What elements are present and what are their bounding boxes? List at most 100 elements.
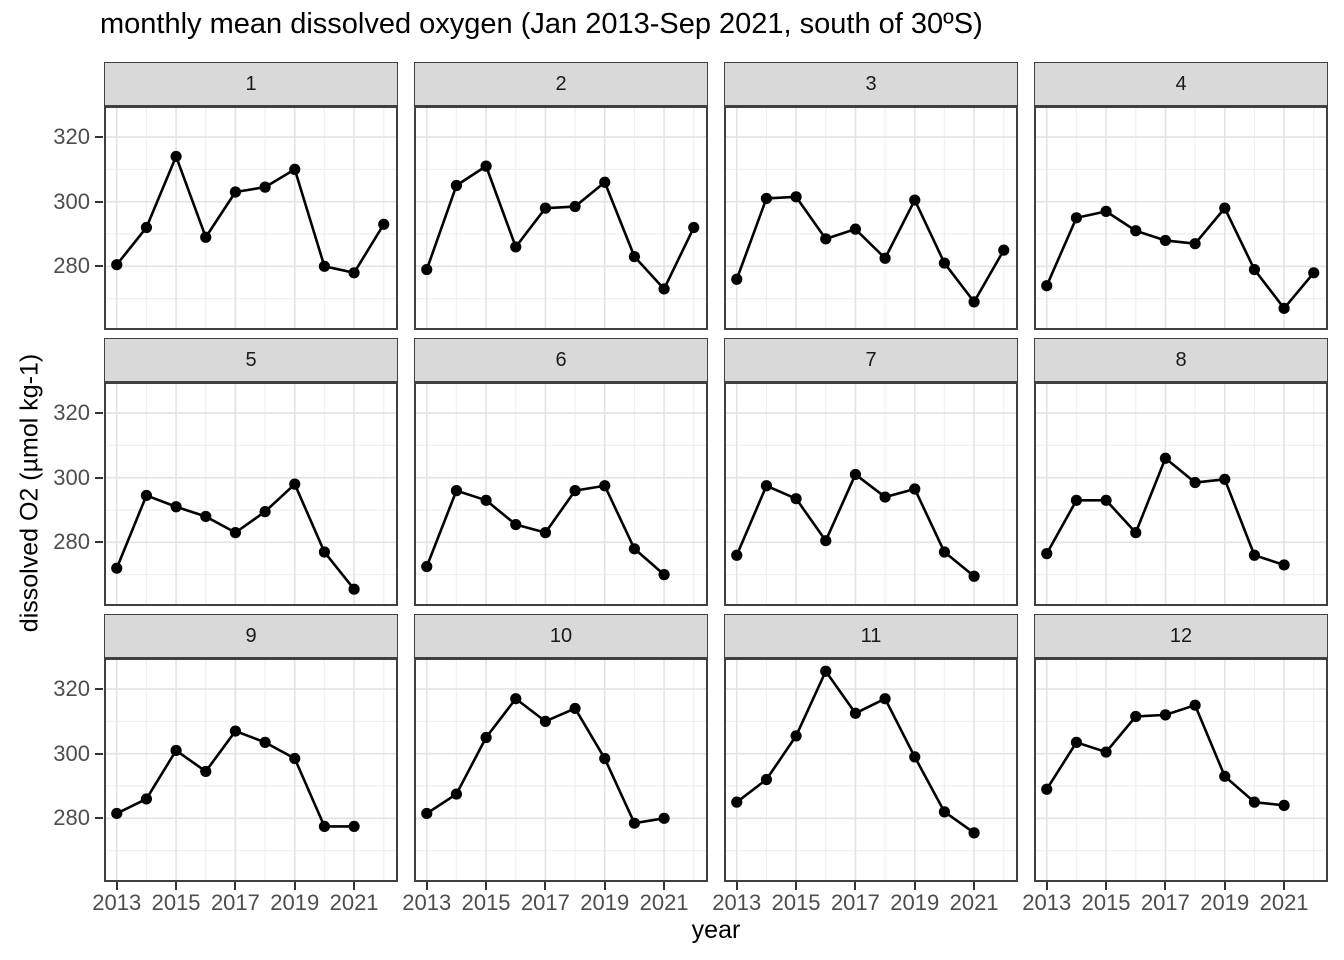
- y-axis-tick: [95, 817, 103, 820]
- data-point: [909, 483, 921, 495]
- data-point: [200, 765, 212, 778]
- data-point: [289, 478, 301, 490]
- x-axis-tick: [234, 882, 237, 890]
- x-axis-tick: [1283, 882, 1286, 890]
- panel-border: [414, 106, 708, 330]
- facet-panel: [724, 106, 1018, 330]
- data-point: [1248, 796, 1261, 808]
- data-point: [909, 194, 921, 206]
- facet-strip: 9: [104, 614, 398, 658]
- facet-strip-label: 6: [555, 348, 567, 371]
- y-tick-label: 280: [53, 253, 90, 279]
- data-point: [1130, 225, 1142, 237]
- y-tick-label: 320: [53, 124, 90, 150]
- panel-border: [414, 382, 708, 606]
- data-point: [259, 181, 271, 193]
- data-point: [170, 150, 182, 163]
- panel-border: [104, 658, 398, 882]
- data-point: [318, 820, 331, 833]
- data-point: [968, 570, 980, 582]
- data-point: [421, 263, 433, 276]
- x-axis-tick: [1105, 882, 1108, 890]
- facet-panel: [414, 106, 708, 330]
- data-point: [569, 200, 581, 213]
- data-point: [1041, 548, 1053, 560]
- panel-border: [414, 658, 708, 882]
- facet-strip: 10: [414, 614, 708, 658]
- data-point: [1248, 549, 1261, 561]
- x-axis-tick: [973, 882, 976, 890]
- facet-strip-label: 11: [860, 624, 882, 647]
- data-point: [760, 192, 773, 205]
- facet-strip: 3: [724, 62, 1018, 106]
- data-point: [1189, 476, 1201, 489]
- facet-strip: 2: [414, 62, 708, 106]
- data-point: [879, 491, 891, 503]
- x-axis-tick: [854, 882, 857, 890]
- data-point: [760, 480, 773, 492]
- data-point: [539, 202, 552, 214]
- x-tick-label: 2019: [890, 890, 940, 915]
- chart-title: monthly mean dissolved oxygen (Jan 2013-…: [100, 8, 983, 40]
- data-line: [115, 155, 386, 275]
- facet-strip-label: 9: [245, 624, 257, 647]
- data-point: [790, 191, 802, 203]
- data-point: [569, 485, 581, 497]
- facet-strip-label: 8: [1175, 348, 1187, 371]
- x-axis-tick: [663, 882, 666, 890]
- y-axis-tick: [95, 476, 103, 479]
- data-line: [1045, 206, 1316, 310]
- y-axis-tick: [95, 688, 103, 691]
- data-point: [378, 218, 390, 230]
- facet-strip-label: 7: [865, 348, 877, 371]
- x-tick-label: 2019: [270, 890, 320, 915]
- data-point: [229, 725, 242, 737]
- data-point: [200, 510, 212, 523]
- data-point: [688, 221, 700, 234]
- data-point: [1278, 302, 1290, 314]
- facet-panel: [414, 382, 708, 606]
- x-tick-label: 2021: [639, 890, 689, 915]
- x-tick-label: 2013: [1022, 890, 1072, 915]
- data-point: [879, 252, 891, 264]
- facet-strip-label: 10: [549, 624, 573, 647]
- data-point: [259, 736, 271, 748]
- y-axis-tick: [95, 200, 103, 203]
- data-line: [735, 195, 1006, 304]
- x-tick-label: 2019: [580, 890, 630, 915]
- facet-panel: [1034, 106, 1328, 330]
- data-point: [1041, 280, 1053, 292]
- data-point: [790, 730, 802, 742]
- x-axis-tick: [735, 882, 738, 890]
- data-point: [140, 221, 153, 234]
- panel-border: [1034, 382, 1328, 606]
- facet-strip: 7: [724, 338, 1018, 382]
- panel-border: [724, 658, 1018, 882]
- data-point: [1070, 212, 1083, 224]
- data-point: [1070, 736, 1083, 748]
- x-tick-label: 2017: [520, 890, 570, 915]
- data-point: [760, 773, 773, 786]
- x-axis-tick: [353, 882, 356, 890]
- data-point: [421, 560, 433, 573]
- data-point: [658, 283, 670, 295]
- x-axis-tick: [175, 882, 178, 890]
- data-point: [421, 807, 433, 820]
- x-axis-tick: [544, 882, 547, 890]
- panel-border: [1034, 106, 1328, 330]
- y-axis-tick: [95, 265, 103, 268]
- data-point: [599, 480, 611, 492]
- facet-strip-label: 12: [1169, 624, 1193, 647]
- facet-panel: [104, 382, 398, 606]
- data-point: [820, 233, 832, 245]
- facet-panel: [724, 658, 1018, 882]
- data-point: [480, 160, 492, 172]
- data-point: [348, 583, 360, 595]
- data-point: [1219, 770, 1231, 782]
- x-axis-tick: [425, 882, 428, 890]
- data-point: [628, 543, 641, 555]
- data-point: [599, 176, 611, 188]
- x-tick-label: 2013: [92, 890, 142, 915]
- data-point: [1100, 494, 1112, 506]
- y-axis-tick: [95, 752, 103, 755]
